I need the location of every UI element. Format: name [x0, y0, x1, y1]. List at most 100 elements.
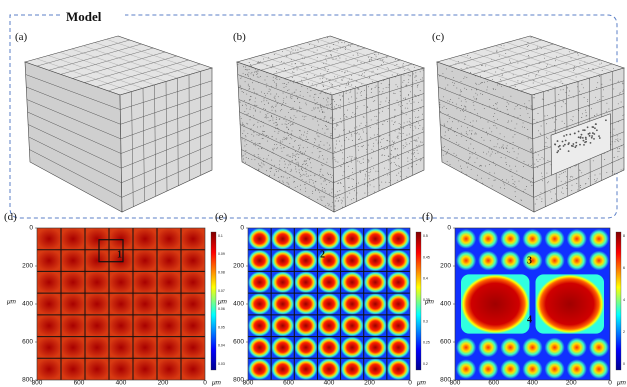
particle	[369, 178, 370, 180]
particle	[355, 86, 357, 87]
particle	[314, 94, 315, 96]
particle	[347, 157, 349, 158]
particle	[242, 92, 244, 94]
particle	[274, 130, 276, 132]
particle	[397, 86, 398, 88]
particle	[617, 80, 619, 82]
particle	[316, 102, 318, 103]
particle	[391, 120, 393, 122]
particle	[245, 74, 246, 76]
particle	[391, 74, 393, 76]
particle	[489, 127, 491, 129]
particle	[603, 153, 605, 155]
particle	[469, 57, 471, 58]
particle	[269, 170, 271, 172]
particle	[318, 41, 319, 43]
particle	[274, 98, 276, 100]
particle	[588, 132, 591, 135]
particle	[420, 78, 422, 80]
particle	[270, 159, 272, 161]
particle	[259, 165, 261, 167]
particle	[314, 185, 316, 187]
particle	[299, 130, 301, 132]
particle	[253, 154, 255, 156]
particle	[565, 63, 567, 65]
particle	[283, 138, 285, 140]
particle	[458, 143, 460, 145]
particle	[499, 110, 501, 112]
particle	[573, 67, 575, 69]
particle	[388, 134, 390, 136]
y-tick-label: 600	[233, 339, 244, 346]
particle	[263, 93, 265, 95]
particle	[369, 184, 371, 186]
particle	[257, 126, 258, 128]
particle	[481, 137, 483, 138]
particle	[343, 162, 345, 164]
particle	[349, 155, 351, 157]
map-cell	[157, 293, 181, 315]
particle	[285, 85, 287, 87]
map-cell	[271, 293, 295, 315]
map-cell	[85, 358, 109, 380]
particle	[417, 85, 418, 86]
particle	[309, 159, 310, 161]
particle	[471, 153, 473, 155]
particle	[506, 101, 508, 103]
particle	[275, 125, 277, 127]
particle	[394, 148, 396, 150]
particle	[514, 191, 516, 193]
particle	[413, 122, 415, 124]
particle	[333, 106, 335, 108]
particle	[342, 206, 343, 208]
particle	[251, 133, 253, 135]
particle	[593, 138, 595, 140]
x-tick-label: 200	[566, 380, 577, 387]
particle	[330, 54, 332, 56]
particle	[392, 155, 394, 157]
particle	[274, 144, 275, 146]
particle	[540, 125, 542, 127]
particle	[386, 147, 388, 149]
particle	[403, 80, 405, 81]
particle	[327, 37, 328, 38]
particle	[334, 208, 336, 210]
map-cell	[271, 271, 295, 294]
particle	[390, 163, 392, 165]
particle	[275, 93, 277, 95]
map-cell	[340, 314, 364, 337]
particle	[305, 163, 307, 165]
particle	[415, 80, 417, 82]
particle	[281, 50, 283, 52]
particle	[264, 79, 266, 81]
particle	[251, 66, 253, 67]
particle	[528, 100, 530, 102]
particle	[354, 157, 356, 159]
particle	[330, 55, 332, 57]
particle	[308, 196, 310, 198]
particle	[257, 163, 259, 165]
particle	[365, 175, 367, 177]
particle	[365, 70, 367, 72]
particle	[387, 86, 389, 88]
map-cell	[61, 271, 85, 294]
particle	[546, 72, 548, 74]
particle	[467, 162, 469, 164]
particle	[307, 175, 309, 177]
particle	[319, 169, 321, 171]
particle	[254, 101, 256, 103]
particle	[517, 153, 519, 155]
particle	[383, 120, 385, 122]
particle	[593, 133, 596, 135]
particle	[494, 152, 496, 154]
y-tick-label: 600	[440, 339, 451, 346]
particle	[302, 95, 304, 97]
particle	[611, 170, 613, 172]
particle	[288, 135, 289, 137]
particle	[550, 191, 552, 193]
particle	[412, 82, 414, 84]
particle	[508, 103, 510, 105]
particle	[291, 130, 293, 132]
particle	[310, 179, 312, 181]
particle	[484, 165, 486, 167]
